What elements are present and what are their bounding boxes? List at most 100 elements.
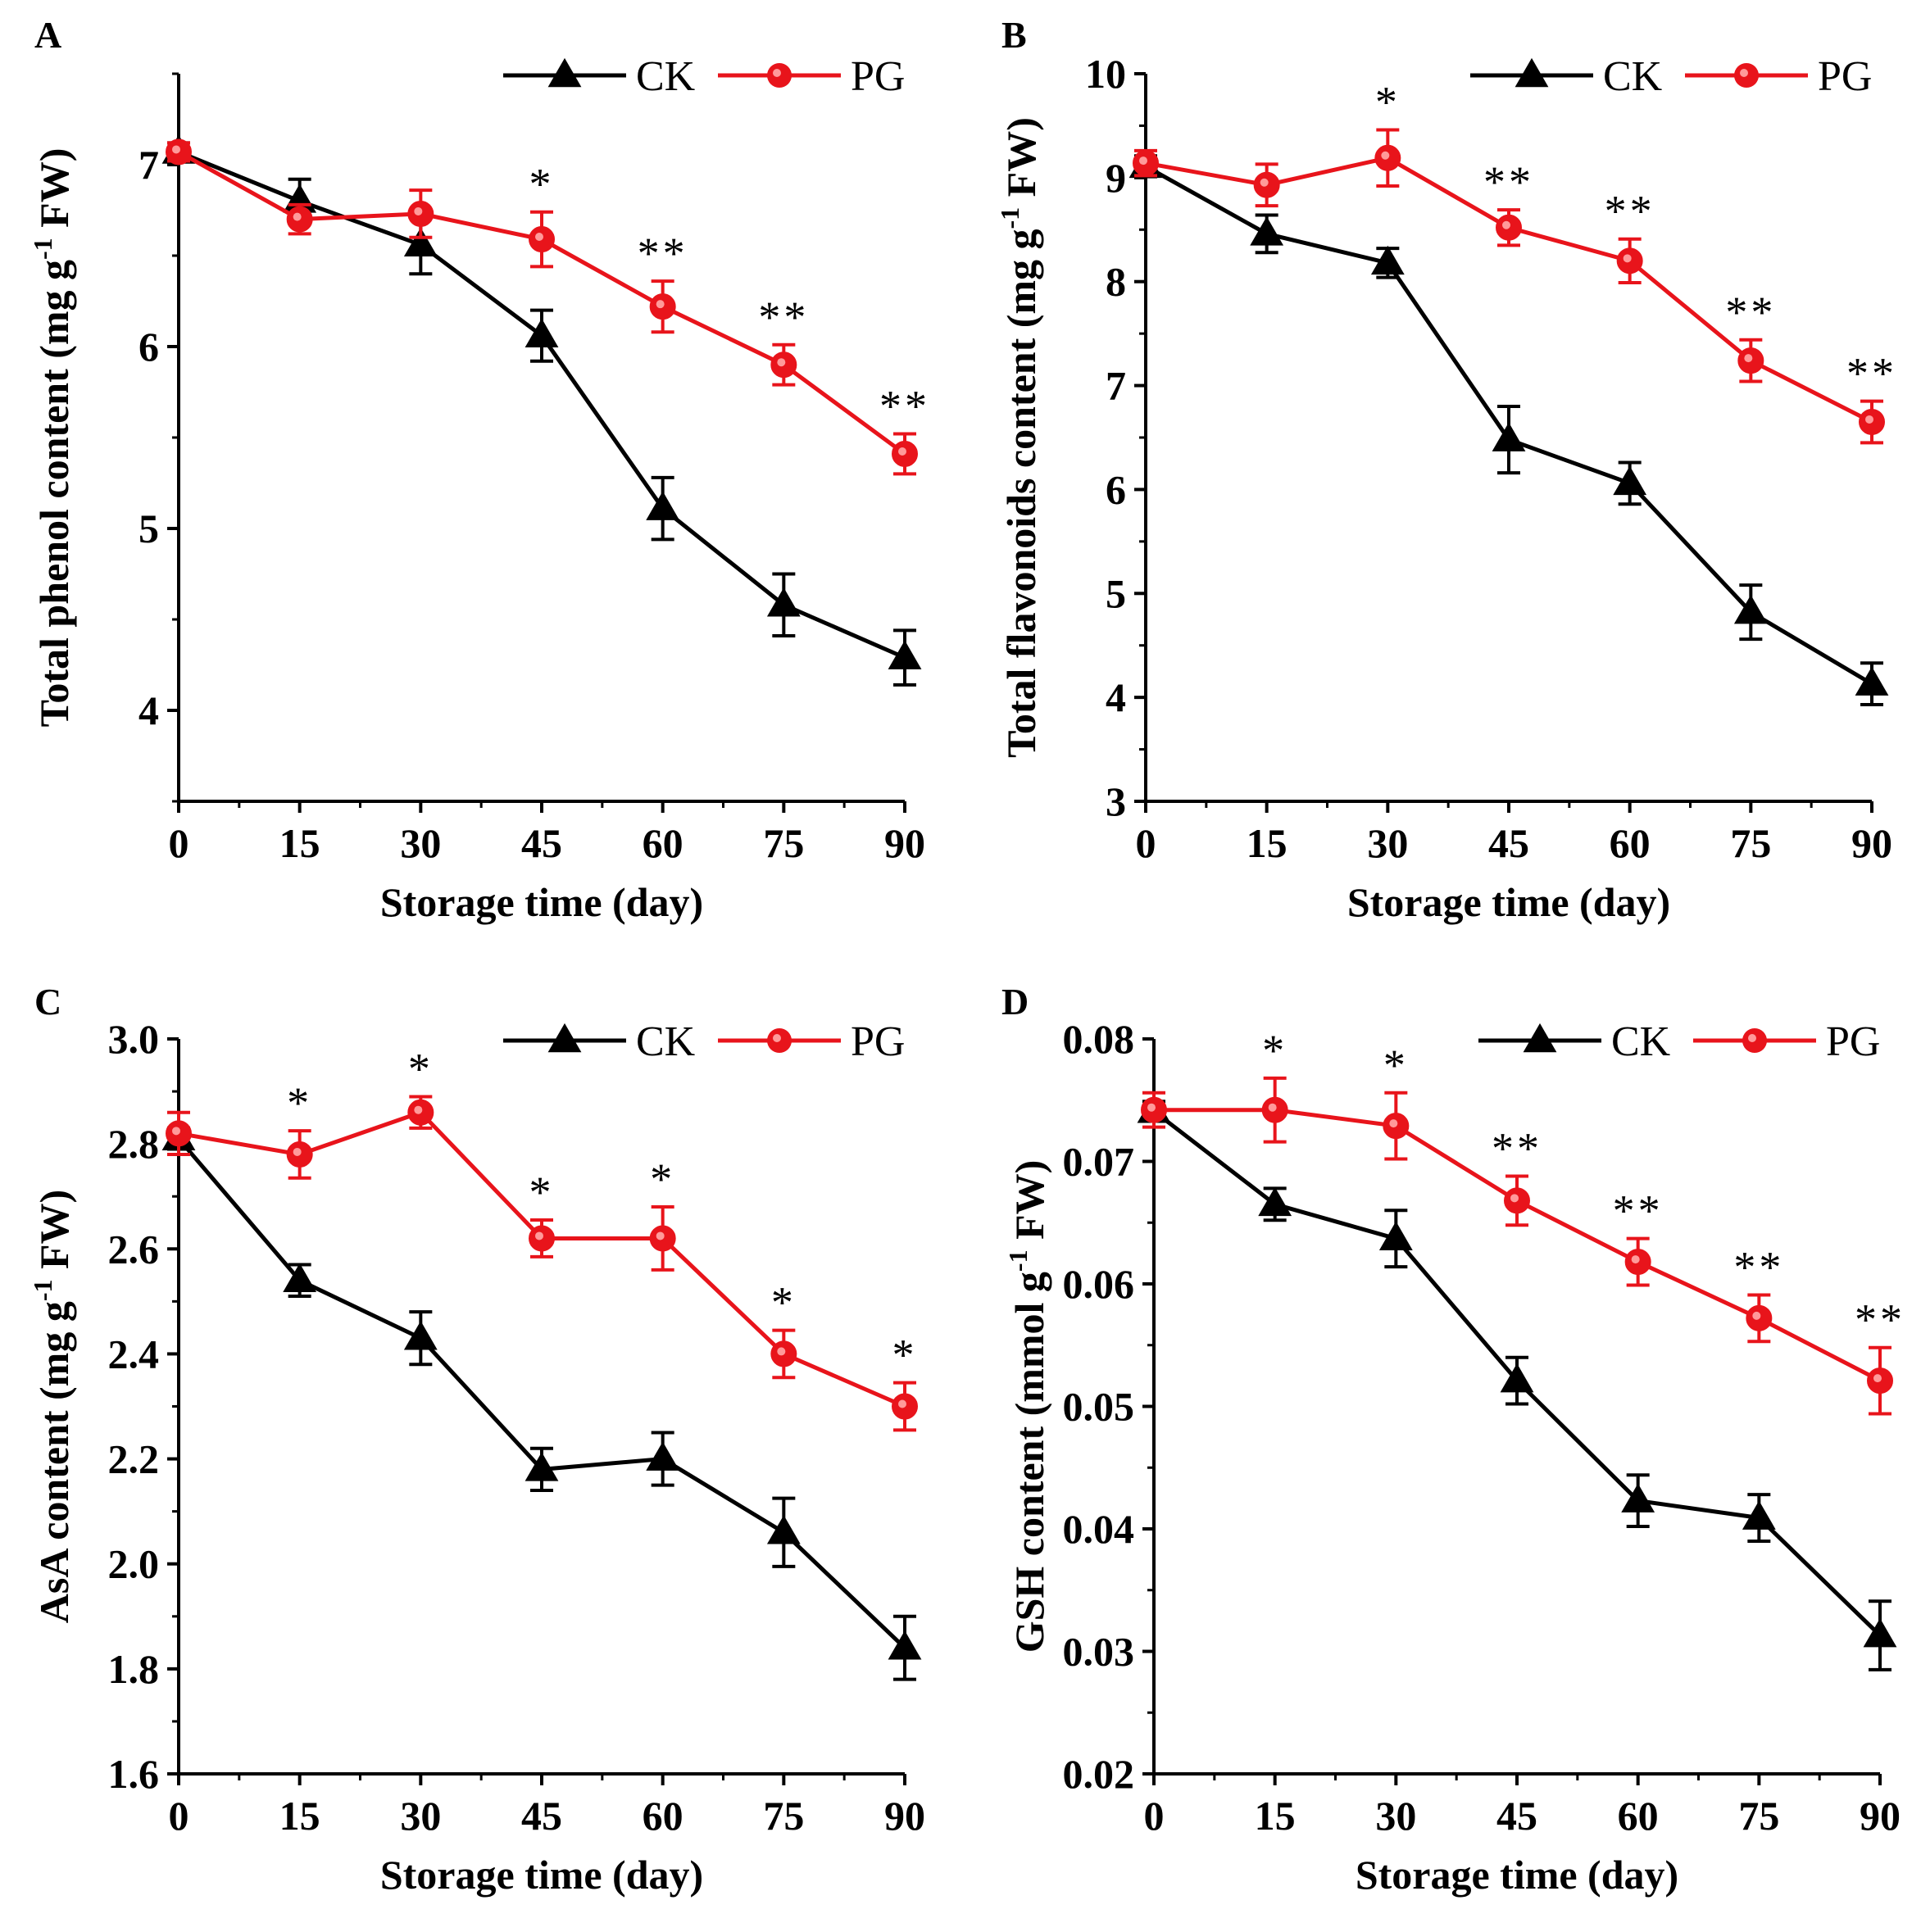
y-tick-label: 0.07 (1063, 1139, 1135, 1185)
legend-marker-highlight (1748, 1034, 1756, 1042)
y-axis-title: AsA content (mg g-1 FW) (28, 1190, 77, 1623)
significance-label: * (529, 160, 555, 209)
y-axis-title: GSH content (mmol g-1 FW) (1003, 1160, 1052, 1653)
data-point-highlight (293, 1147, 302, 1156)
data-point-highlight (1631, 1255, 1640, 1264)
y-axis-title-main: Total flavonoids content (mg g (998, 229, 1044, 757)
x-tick-label: 75 (1738, 1793, 1779, 1839)
x-axis-title: Storage time (day) (380, 1852, 703, 1898)
legend-label-ck: CK (636, 53, 696, 100)
legend-marker-highlight (773, 1034, 781, 1042)
chart-panel-d: D 0.02 0.03 0.04 0.05 0.06 0.07 0.08 0 15 30 45 60 75… (1001, 981, 1902, 1898)
panel-letter: C (34, 981, 61, 1023)
significance-label: * (1262, 1026, 1287, 1075)
x-tick-label: 15 (279, 820, 320, 866)
y-tick-label: 2.4 (108, 1331, 160, 1376)
x-tick-label: 30 (1375, 1793, 1416, 1839)
significance-label: ** (1733, 1242, 1784, 1291)
legend-label-ck: CK (636, 1018, 696, 1065)
data-point-highlight (777, 1347, 786, 1356)
y-tick-label: 0.08 (1063, 1016, 1135, 1062)
y-axis-title-superscript: -1 (1003, 1249, 1033, 1272)
data-point-ck (1733, 595, 1768, 624)
x-tick-label: 45 (1496, 1793, 1537, 1839)
legend: CK PG (1478, 1018, 1880, 1065)
y-tick-label: 2.8 (108, 1121, 160, 1167)
y-tick-label: 4 (139, 687, 159, 733)
data-point-highlight (293, 212, 302, 221)
significance-label: * (1375, 78, 1401, 127)
data-point-highlight (1260, 178, 1269, 187)
data-point-ck (646, 1441, 680, 1471)
legend-label-pg: PG (1818, 53, 1872, 100)
significance-label: ** (1846, 349, 1897, 398)
significance-label: * (650, 1154, 675, 1204)
data-point-ck (1500, 1363, 1534, 1393)
y-tick-label: 0.04 (1063, 1506, 1135, 1552)
data-point-ck (1613, 465, 1647, 496)
y-tick-label: 10 (1085, 51, 1126, 97)
y-axis-title: Total phenol content (mg g-1 FW) (28, 148, 77, 728)
x-tick-label: 30 (1367, 820, 1408, 866)
y-tick-label: 1.6 (108, 1751, 160, 1797)
legend-marker-highlight (773, 69, 781, 77)
data-point-ck (1378, 1221, 1413, 1250)
significance-label: ** (1483, 157, 1534, 206)
x-tick-label: 90 (884, 1793, 925, 1839)
data-point-ck (525, 1452, 559, 1481)
y-axis-title-tail: FW) (998, 117, 1044, 207)
significance-label: ** (879, 382, 930, 431)
data-point-ck (1621, 1483, 1655, 1512)
x-tick-label: 75 (1730, 820, 1771, 866)
x-tick-label: 0 (169, 820, 189, 866)
data-point-ck (1863, 1617, 1897, 1648)
significance-label: * (408, 1044, 434, 1093)
x-tick-label: 75 (763, 1793, 804, 1839)
data-point-ck (403, 1321, 438, 1350)
x-tick-label: 90 (884, 820, 925, 866)
y-tick-label: 0.03 (1063, 1629, 1135, 1675)
legend-marker-ck (547, 1023, 582, 1053)
legend-marker-ck (1523, 1023, 1557, 1053)
x-tick-label: 0 (1144, 1793, 1165, 1839)
y-axis-title-main: AsA content (mg g (31, 1301, 77, 1623)
y-axis-title-main: GSH content (mmol g (1006, 1272, 1052, 1653)
data-point-ck (403, 227, 438, 256)
data-point-highlight (656, 300, 665, 309)
x-axis-title: Storage time (day) (1347, 879, 1670, 925)
significance-label: ** (638, 229, 688, 278)
x-axis-title: Storage time (day) (1356, 1852, 1678, 1898)
significance-label: ** (758, 293, 809, 342)
x-tick-label: 0 (1136, 820, 1156, 866)
data-point-highlight (535, 233, 543, 242)
significance-label: * (287, 1078, 312, 1127)
data-point-highlight (1139, 156, 1147, 166)
y-axis-title-tail: FW) (31, 1190, 77, 1280)
x-tick-label: 60 (643, 820, 683, 866)
data-point-highlight (1147, 1103, 1156, 1112)
data-point-highlight (898, 447, 906, 456)
data-point-highlight (1268, 1103, 1277, 1112)
legend-label-ck: CK (1611, 1018, 1671, 1065)
data-point-highlight (1510, 1194, 1519, 1203)
data-point-highlight (777, 358, 786, 367)
data-point-highlight (1865, 415, 1873, 424)
x-tick-label: 45 (521, 820, 562, 866)
x-tick-label: 90 (1851, 820, 1892, 866)
data-point-ck (1855, 666, 1889, 696)
y-tick-label: 4 (1106, 674, 1126, 720)
y-tick-label: 3.0 (108, 1016, 160, 1062)
y-tick-label: 2.6 (108, 1226, 160, 1272)
legend-marker-ck (1515, 57, 1549, 88)
panel-letter: B (1001, 14, 1027, 56)
series-ck (1137, 1094, 1897, 1671)
data-point-ck (766, 587, 801, 617)
x-tick-label: 15 (1255, 1793, 1296, 1839)
data-point-ck (888, 640, 922, 669)
data-point-ck (646, 491, 680, 520)
y-axis-title-main: Total phenol content (mg g (31, 260, 77, 727)
series-pg (1133, 128, 1885, 445)
y-axis-title-superscript: -1 (995, 207, 1024, 229)
data-point-highlight (1502, 220, 1510, 229)
